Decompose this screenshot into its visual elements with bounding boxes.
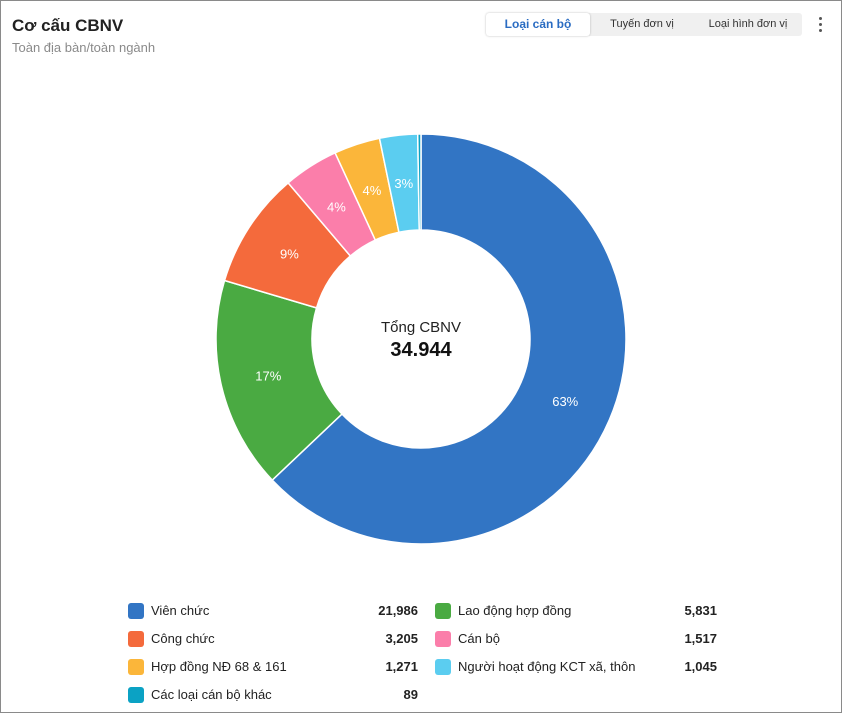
slice-percent-label: 63%: [552, 394, 578, 409]
legend-value: 1,517: [684, 631, 717, 646]
legend-label: Cán bộ: [458, 631, 500, 646]
legend-item[interactable]: Công chức 3,205: [128, 629, 428, 649]
center-caption: Tổng CBNV: [381, 319, 461, 336]
slice-percent-label: 17%: [255, 369, 281, 384]
legend-swatch: [128, 631, 144, 647]
legend-item[interactable]: Viên chức 21,986: [128, 601, 428, 621]
legend-label: Hợp đồng NĐ 68 & 161: [151, 659, 287, 674]
legend-item[interactable]: Hợp đồng NĐ 68 & 161 1,271: [128, 657, 428, 677]
legend-value: 1,045: [684, 659, 717, 674]
legend-value: 1,271: [385, 659, 418, 674]
slice-percent-label: 4%: [327, 200, 346, 215]
tab-loai-can-bo[interactable]: Loại cán bộ: [486, 13, 590, 36]
legend-swatch: [435, 631, 451, 647]
legend-swatch: [128, 687, 144, 703]
legend-value: 89: [403, 687, 418, 702]
legend-label: Các loại cán bộ khác: [151, 687, 272, 702]
legend-label: Người hoạt động KCT xã, thôn: [458, 659, 636, 674]
slice-percent-label: 3%: [394, 176, 413, 191]
legend-item[interactable]: Cán bộ 1,517: [435, 629, 735, 649]
chart-subtitle: Toàn địa bàn/toàn ngành: [12, 40, 156, 55]
legend-item[interactable]: Lao động hợp đồng 5,831: [435, 601, 735, 621]
legend-swatch: [128, 603, 144, 619]
legend-value: 5,831: [684, 603, 717, 618]
tab-loai-hinh-don-vi[interactable]: Loại hình đơn vị: [708, 18, 788, 30]
chart-title: Cơ cấu CBNV: [12, 16, 124, 35]
tab-tuyen-don-vi[interactable]: Tuyến đơn vị: [610, 18, 674, 30]
donut-slice[interactable]: [416, 133, 422, 231]
legend-swatch: [435, 659, 451, 675]
legend-value: 21,986: [378, 603, 418, 618]
slice-percent-label: 4%: [362, 183, 381, 198]
donut-slice[interactable]: [215, 279, 343, 482]
more-vertical-icon[interactable]: [812, 14, 828, 36]
slice-percent-label: 9%: [280, 246, 299, 261]
legend-swatch: [435, 603, 451, 619]
legend-value: 3,205: [385, 631, 418, 646]
legend-swatch: [128, 659, 144, 675]
legend-item[interactable]: Người hoạt động KCT xã, thôn 1,045: [435, 657, 735, 677]
legend-label: Viên chức: [151, 603, 210, 618]
tab-group: Loại cán bộ Tuyến đơn vị Loại hình đơn v…: [486, 13, 802, 36]
donut-slice[interactable]: [271, 133, 627, 545]
center-total: 34.944: [390, 339, 452, 361]
legend-label: Lao động hợp đồng: [458, 603, 572, 618]
legend-label: Công chức: [151, 631, 215, 646]
legend-item[interactable]: Các loại cán bộ khác 89: [128, 685, 428, 705]
